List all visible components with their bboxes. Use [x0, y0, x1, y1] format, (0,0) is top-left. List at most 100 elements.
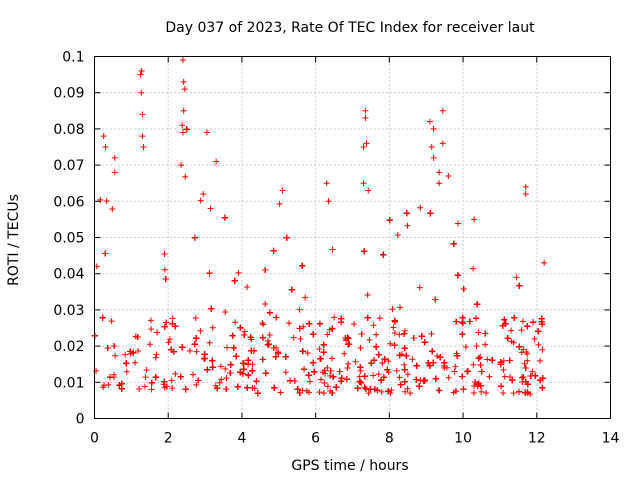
data-point: [193, 348, 200, 355]
data-point: [401, 366, 408, 373]
data-point: [439, 140, 446, 147]
data-point: [518, 374, 525, 381]
data-point: [254, 390, 261, 397]
data-point: [460, 386, 467, 393]
x-tick-label: 10: [454, 431, 472, 447]
data-point: [336, 368, 343, 375]
data-point: [322, 370, 329, 377]
data-point: [296, 306, 303, 313]
data-point: [323, 180, 330, 187]
data-point: [358, 331, 365, 338]
data-point: [486, 373, 493, 380]
data-point: [387, 340, 394, 347]
data-point: [450, 240, 457, 247]
data-point: [282, 353, 289, 360]
data-point: [204, 366, 211, 373]
data-point: [524, 357, 531, 364]
data-point: [306, 378, 313, 385]
data-point: [391, 342, 398, 349]
data-point: [343, 376, 350, 383]
data-point: [99, 314, 106, 321]
data-point: [97, 196, 104, 203]
data-point: [345, 360, 352, 367]
data-point: [324, 364, 331, 371]
data-point: [513, 274, 520, 281]
data-point: [111, 169, 118, 176]
data-point: [310, 359, 317, 366]
data-point: [338, 319, 345, 326]
data-point: [299, 348, 306, 355]
data-point: [139, 133, 146, 140]
data-point: [537, 357, 544, 364]
data-point: [161, 378, 168, 385]
data-point: [501, 316, 508, 323]
data-point: [143, 367, 150, 374]
data-point: [241, 328, 248, 335]
data-point: [529, 368, 536, 375]
data-point: [299, 262, 306, 269]
data-point: [135, 348, 142, 355]
data-point: [403, 210, 410, 217]
data-point: [472, 378, 479, 385]
data-point: [445, 172, 452, 179]
data-point: [459, 331, 466, 338]
data-point: [473, 315, 480, 322]
data-point: [516, 388, 523, 395]
data-point: [209, 324, 216, 331]
data-point: [535, 328, 542, 335]
data-point: [266, 309, 273, 316]
data-point: [508, 338, 515, 345]
data-point: [305, 372, 312, 379]
data-point: [259, 334, 266, 341]
data-point: [326, 326, 333, 333]
data-point: [427, 210, 434, 217]
data-point: [352, 358, 359, 365]
data-point: [396, 352, 403, 359]
data-point: [360, 144, 367, 150]
data-point: [279, 187, 286, 194]
data-point: [407, 390, 414, 397]
data-point: [276, 200, 283, 207]
data-point: [197, 327, 204, 334]
data-point: [123, 360, 130, 367]
data-point: [522, 183, 529, 190]
data-point: [306, 320, 313, 327]
data-point: [180, 78, 187, 85]
data-point: [530, 319, 537, 326]
data-point: [317, 355, 324, 362]
data-point: [396, 304, 403, 311]
data-point: [304, 349, 311, 356]
data-point: [429, 348, 436, 355]
data-point: [234, 383, 241, 390]
data-point: [417, 204, 424, 211]
data-point: [109, 205, 116, 212]
data-point: [466, 318, 473, 325]
data-point: [381, 356, 388, 363]
data-point: [436, 169, 443, 176]
data-point: [392, 318, 399, 325]
data-point: [477, 382, 484, 389]
data-point: [371, 386, 378, 393]
data-point: [393, 367, 400, 374]
data-point: [245, 372, 252, 379]
data-point: [519, 318, 526, 325]
data-point: [506, 357, 513, 364]
data-point: [251, 385, 258, 392]
x-tick-label: 8: [385, 431, 394, 447]
data-point: [259, 320, 266, 327]
data-point: [430, 125, 437, 132]
data-point: [471, 216, 478, 223]
data-point: [541, 259, 548, 266]
data-point: [296, 390, 303, 397]
data-point: [375, 351, 382, 358]
data-point: [464, 368, 471, 375]
data-point: [516, 282, 523, 289]
data-point: [177, 373, 184, 380]
data-point: [235, 269, 242, 276]
data-point: [404, 371, 411, 378]
data-point: [401, 330, 408, 337]
data-point: [138, 67, 145, 74]
data-point: [203, 129, 210, 136]
data-point: [190, 371, 197, 378]
data-point: [103, 197, 110, 204]
